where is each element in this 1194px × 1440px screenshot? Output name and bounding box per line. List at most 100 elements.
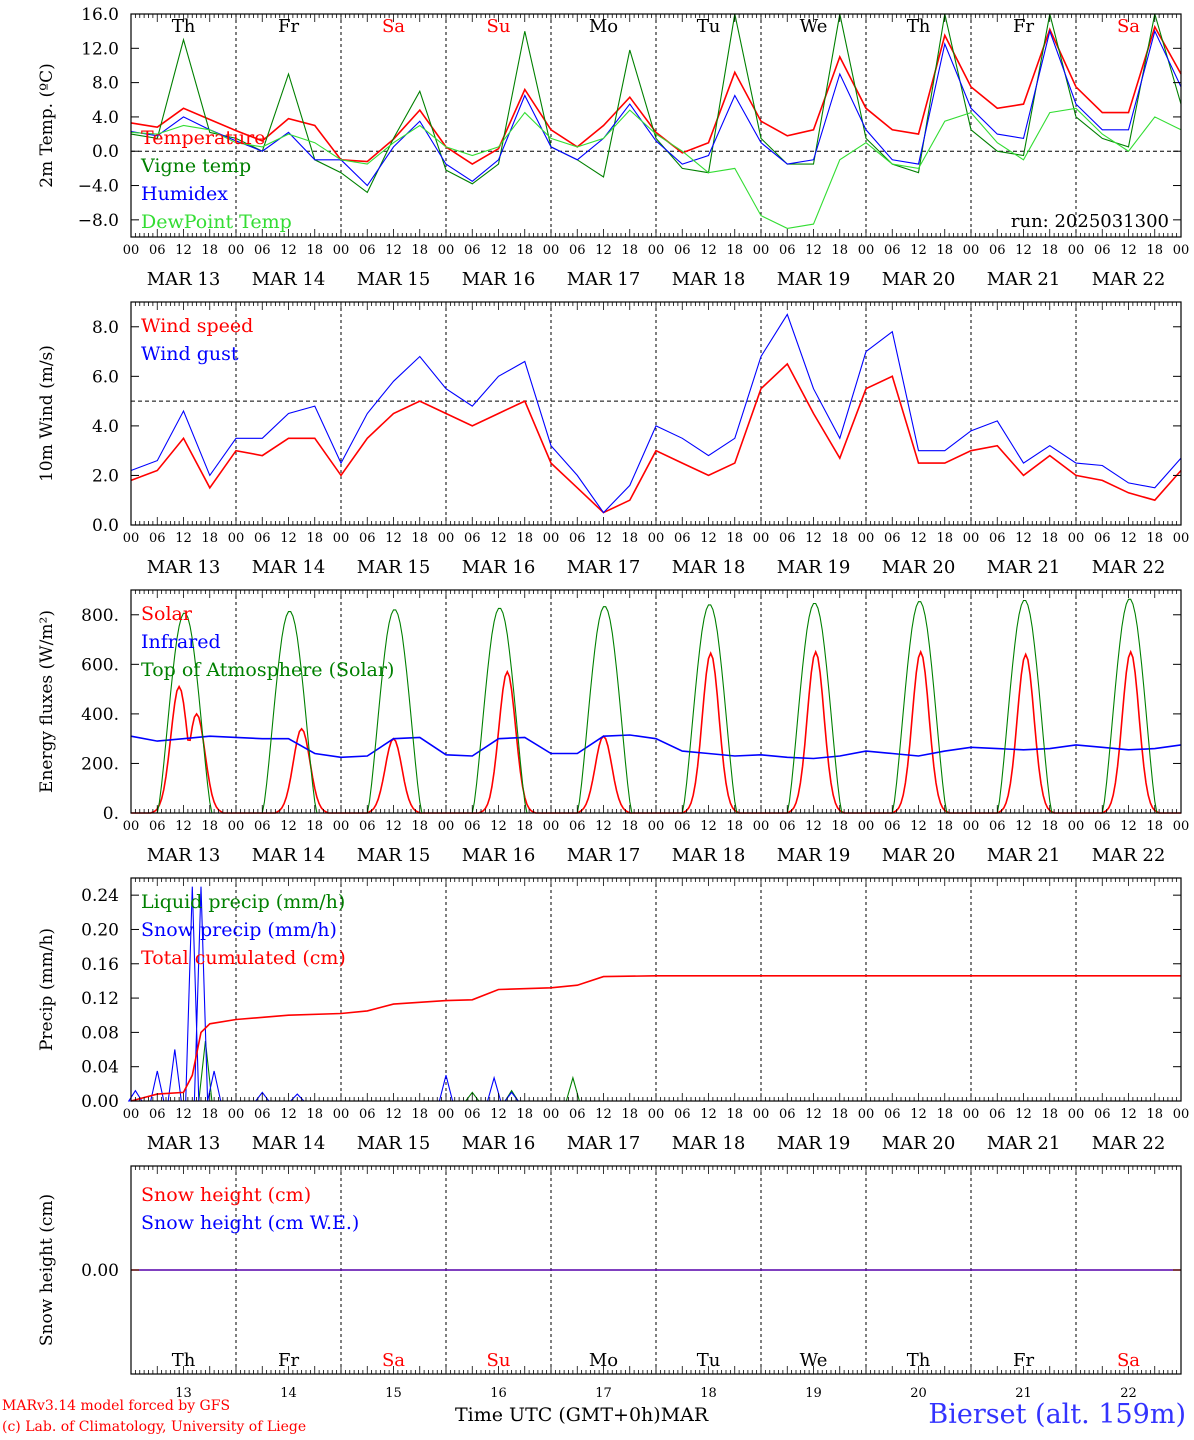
- panel-1: −8.0 −4.0 0.0 4.0 8.0 12.0 16.0 2m Temp. (ºC) Te…: [37, 5, 1189, 290]
- credit-lab: (c) Lab. of Climatology, University of L…: [2, 1419, 307, 1435]
- date-label: MAR 14: [252, 557, 326, 578]
- hour-label: 00: [228, 243, 245, 258]
- hour-label: 12: [280, 531, 297, 546]
- hour-label: 06: [884, 243, 901, 258]
- legend-entry: DewPoint Temp: [141, 211, 292, 233]
- date-label: MAR 18: [672, 557, 746, 578]
- y-tick-label: −4.0: [78, 177, 119, 197]
- date-label: MAR 15: [357, 845, 431, 866]
- hour-label: 18: [621, 1107, 638, 1122]
- plot-frame: [130, 13, 1182, 238]
- hour-label: 12: [805, 243, 822, 258]
- hour-label: 06: [1094, 819, 1111, 834]
- hour-label: 06: [779, 1107, 796, 1122]
- hour-label: 00: [858, 243, 875, 258]
- hour-label: 06: [674, 243, 691, 258]
- hour-label: 12: [385, 819, 402, 834]
- legend-entry: Snow precip (mm/h): [141, 919, 337, 941]
- y-tick-label: 8.0: [92, 318, 119, 338]
- hour-label: 18: [201, 243, 218, 258]
- weekday-label: Th: [172, 16, 196, 37]
- hour-label: 00: [858, 1107, 875, 1122]
- date-label: MAR 20: [882, 845, 956, 866]
- hour-label: 06: [779, 243, 796, 258]
- hour-label: 18: [831, 819, 848, 834]
- day-number-label: 21: [1015, 1386, 1032, 1401]
- hour-label: 18: [516, 1107, 533, 1122]
- hour-label: 00: [333, 819, 350, 834]
- hour-label: 12: [1120, 1107, 1137, 1122]
- hour-label: 18: [831, 243, 848, 258]
- hour-label: 12: [1015, 531, 1032, 546]
- weekday-label: Sa: [1117, 16, 1140, 37]
- hour-label: 18: [936, 1107, 953, 1122]
- day-number-label: 18: [700, 1386, 717, 1401]
- x-axis-month: MAR: [660, 1404, 709, 1426]
- hour-label: 00: [963, 243, 980, 258]
- hour-label: 18: [726, 243, 743, 258]
- weekday-label: Su: [487, 1350, 511, 1371]
- hour-label: 18: [621, 531, 638, 546]
- series-line-4: [130, 107, 1182, 229]
- hour-label: 18: [1146, 1107, 1163, 1122]
- y-tick-label: 0.0: [92, 516, 119, 536]
- hour-label: 06: [884, 819, 901, 834]
- hour-label: 00: [753, 1107, 770, 1122]
- panel-5: 0.00 Snow height (cm) Snow height (cm) Snow…: [37, 1165, 1182, 1401]
- series-line-3: [130, 29, 1182, 187]
- weekday-label: Fr: [278, 16, 299, 37]
- hour-label: 00: [333, 1107, 350, 1122]
- y-tick-label: 0.00: [81, 1092, 119, 1112]
- hour-label: 00: [333, 531, 350, 546]
- hour-label: 12: [490, 243, 507, 258]
- hour-label: 06: [674, 1107, 691, 1122]
- hour-label: 06: [674, 819, 691, 834]
- date-label: MAR 22: [1092, 269, 1166, 290]
- hour-label: 18: [1146, 531, 1163, 546]
- weekday-label: We: [800, 16, 828, 37]
- hour-label: 00: [543, 531, 560, 546]
- hour-label: 12: [1015, 243, 1032, 258]
- hour-label: 06: [989, 531, 1006, 546]
- hour-label: 06: [1094, 531, 1111, 546]
- hour-label: 00: [1173, 531, 1190, 546]
- legend-entry: Top of Atmosphere (Solar): [141, 659, 394, 681]
- hour-label: 18: [201, 819, 218, 834]
- weekday-label: Sa: [1117, 1350, 1140, 1371]
- y-axis-label: Energy fluxes (W/m²): [37, 610, 57, 793]
- hour-label: 18: [411, 1107, 428, 1122]
- hour-label: 00: [1068, 819, 1085, 834]
- date-label: MAR 19: [777, 269, 851, 290]
- hour-label: 00: [438, 819, 455, 834]
- date-label: MAR 17: [567, 557, 641, 578]
- hour-label: 06: [989, 1107, 1006, 1122]
- hour-label: 18: [1146, 243, 1163, 258]
- hour-label: 06: [674, 531, 691, 546]
- hour-label: 18: [726, 819, 743, 834]
- y-tick-label: 4.0: [92, 108, 119, 128]
- day-number-label: 15: [385, 1386, 402, 1401]
- date-label: MAR 21: [987, 845, 1061, 866]
- date-label: MAR 17: [567, 845, 641, 866]
- y-tick-label: 0.0: [92, 142, 119, 162]
- date-label: MAR 13: [147, 269, 221, 290]
- hour-label: 18: [936, 531, 953, 546]
- hour-label: 06: [884, 531, 901, 546]
- weekday-label: Th: [907, 1350, 931, 1371]
- y-tick-label: 0.00: [81, 1261, 119, 1281]
- date-label: MAR 18: [672, 269, 746, 290]
- hour-label: 12: [1120, 243, 1137, 258]
- hour-label: 18: [516, 243, 533, 258]
- day-number-label: 19: [805, 1386, 822, 1401]
- hour-label: 12: [910, 531, 927, 546]
- hour-label: 06: [254, 1107, 271, 1122]
- weekday-label: Mo: [589, 1350, 618, 1371]
- date-label: MAR 16: [462, 269, 536, 290]
- hour-label: 06: [359, 531, 376, 546]
- hour-label: 18: [621, 819, 638, 834]
- date-label: MAR 13: [147, 845, 221, 866]
- panel-3: 0. 200. 400. 600. 800. Energy fluxes (W/m²) So…: [37, 589, 1189, 866]
- series-line-2: [130, 13, 1182, 194]
- hour-label: 18: [726, 1107, 743, 1122]
